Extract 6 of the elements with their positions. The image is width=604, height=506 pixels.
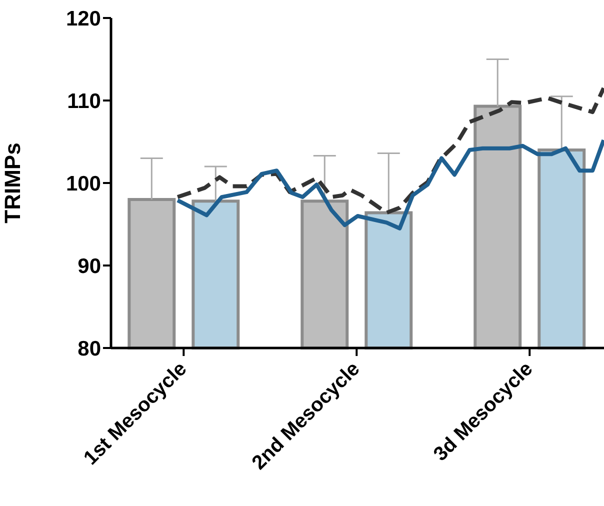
y-axis-title: TRIMPs: [0, 142, 25, 224]
y-tick-label: 90: [78, 254, 101, 278]
y-tick-label: 120: [66, 7, 101, 30]
y-tick-label: 110: [67, 90, 101, 113]
y-tick-label: 80: [78, 337, 101, 360]
y-tick-label: 100: [66, 172, 101, 196]
